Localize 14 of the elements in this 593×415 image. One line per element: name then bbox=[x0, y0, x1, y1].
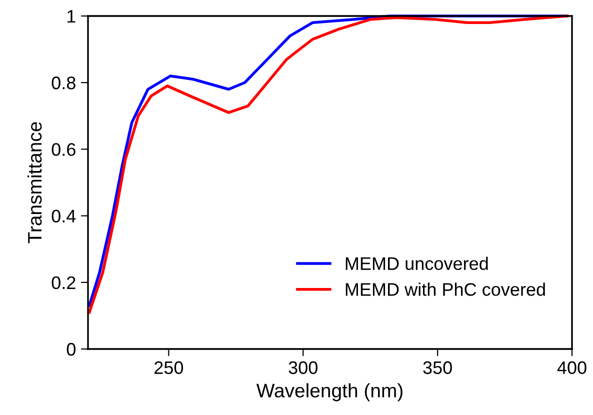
y-tick-label: 0.8 bbox=[52, 76, 76, 90]
y-tick-label: 0.2 bbox=[52, 276, 76, 290]
x-axis-title: Wavelength (nm) bbox=[256, 383, 402, 402]
y-tick-label: 0 bbox=[66, 342, 76, 356]
x-tick-label: 300 bbox=[288, 361, 318, 374]
y-axis-title: Transmittance bbox=[27, 122, 42, 244]
y-tick-label: 0.4 bbox=[52, 210, 76, 223]
y-tick-label: 1 bbox=[68, 10, 76, 23]
y-tick-label: 0.6 bbox=[52, 143, 76, 156]
legend-label: MEMD uncovered bbox=[346, 256, 488, 270]
x-tick-label: 400 bbox=[557, 361, 586, 374]
legend-label: MEMD with PhC covered bbox=[346, 282, 545, 296]
x-tick-label: 350 bbox=[423, 361, 452, 374]
x-tick-label: 250 bbox=[154, 361, 184, 374]
